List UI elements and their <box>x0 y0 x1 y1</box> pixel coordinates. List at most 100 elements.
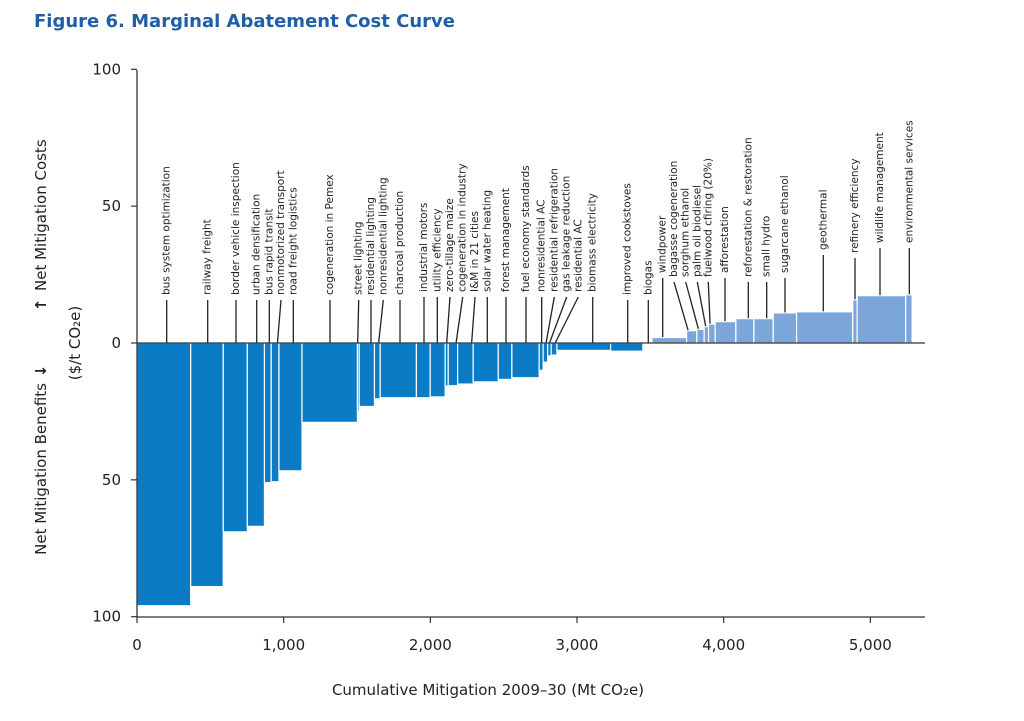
label-charcoal-production: charcoal production <box>394 191 406 295</box>
label-small-hydro: small hydro <box>761 216 773 277</box>
bar-palm-oil-biodiesel <box>703 325 710 344</box>
bar-sugarcane-ethanol <box>772 312 798 344</box>
bar-sorghum-ethanol <box>696 328 705 344</box>
bar-afforestation <box>714 321 737 344</box>
label-industrial-motors: industrial motors <box>418 203 430 292</box>
label-forest-management: forest management <box>500 188 512 292</box>
label-border-vehicle-inspection: border vehicle inspection <box>230 162 242 295</box>
leader-line-fuelwood-cfiring-20 <box>707 281 711 324</box>
bar-solar-water-heating <box>472 342 499 383</box>
bar-bus-rapid-transit <box>263 342 272 484</box>
y-axis-title-negative: Net Mitigation Benefits <box>32 383 50 555</box>
bar-wildlife-management <box>856 295 907 344</box>
bar-nonresidential-lighting <box>373 342 381 400</box>
label-sorghum-ethanol: sorghum ethanol <box>680 188 692 277</box>
leader-line-bagasse-cogeneration <box>673 281 689 331</box>
leader-line-nonresidential-lighting <box>378 299 384 343</box>
leader-line-sorghum-ethanol <box>685 281 699 329</box>
bar-fuel-economy-standards <box>511 342 540 379</box>
y-ticks-group: 100 50 0 50 100 <box>92 60 137 626</box>
label-urban-densification: urban densification <box>251 194 263 295</box>
arrow-up-icon: ↑ <box>32 299 50 312</box>
bar-fuelwood-cfiring-20 <box>707 323 716 344</box>
label-wildlife-management: wildlife management <box>874 132 886 243</box>
label-residential-ac: residential AC <box>572 219 584 292</box>
label-residential-refrigeration: residential refrigeration <box>548 168 560 292</box>
arrow-down-icon: ↓ <box>32 365 50 378</box>
bar-i-m-in-21-cities <box>457 342 474 385</box>
label-bus-rapid-transit: bus rapid transit <box>263 209 275 296</box>
bar-cogeneration-in-pemex <box>301 342 359 423</box>
y-tick-label: 50 <box>102 471 121 489</box>
label-cogeneration-in-industry: cogeneration in industry <box>457 163 469 292</box>
x-tick-label: 2,000 <box>409 636 452 654</box>
label-reforestation-restoration: reforestation & restoration <box>742 137 754 277</box>
bar-residential-refrigeration <box>542 342 549 363</box>
label-nonmotorized-transport: nonmotorized transport <box>275 170 287 295</box>
leader-line-nonmotorized-transport <box>276 299 282 343</box>
x-axis-title: Cumulative Mitigation 2009–30 (Mt CO₂e) <box>332 681 644 699</box>
label-cogeneration-in-pemex: cogeneration in Pemex <box>324 174 336 295</box>
y-axis-title-positive: Net Mitigation Costs <box>32 139 50 291</box>
leader-line-cogeneration-in-industry <box>455 296 464 343</box>
bar-utility-efficiency <box>429 342 446 398</box>
label-solar-water-heating: solar water heating <box>481 190 493 292</box>
bar-residential-ac <box>550 342 558 356</box>
bar-nonmotorized-transport <box>270 342 280 483</box>
bar-charcoal-production <box>379 342 418 399</box>
leader-line-street-lighting <box>357 299 360 343</box>
bar-road-freight-logistics <box>278 342 303 472</box>
label-fuel-economy-standards: fuel economy standards <box>520 165 532 292</box>
bar-bus-system-optimization <box>136 342 192 607</box>
bar-cogeneration-in-industry <box>447 342 459 387</box>
label-railway-freight: railway freight <box>202 219 214 295</box>
bar-reforestation-restoration <box>735 318 755 344</box>
leader-line-zero-tillage-maize <box>446 296 451 343</box>
leader-line-gas-leakage-reduction <box>549 296 568 343</box>
bar-environmental-services <box>905 294 913 344</box>
bar-urban-densification <box>246 342 266 527</box>
label-palm-oil-biodiesel: palm oil biodiesel <box>691 185 703 277</box>
bar-geothermal <box>795 311 854 344</box>
measure-labels-group: bus system optimization railway freight bo… <box>161 120 916 295</box>
leader-line-palm-oil-biodiesel <box>696 281 707 327</box>
label-road-freight-logistics: road freight logistics <box>287 187 299 295</box>
x-tick-label: 3,000 <box>556 636 599 654</box>
label-improved-cookstoves: improved cookstoves <box>622 183 634 295</box>
y-tick-label: 100 <box>92 60 121 78</box>
bar-bagasse-cogeneration <box>685 330 698 344</box>
label-bagasse-cogeneration: bagasse cogeneration <box>668 161 680 277</box>
x-tick-label: 4,000 <box>702 636 745 654</box>
label-nonresidential-ac: nonresidential AC <box>536 199 548 292</box>
label-bus-system-optimization: bus system optimization <box>161 166 173 295</box>
bar-railway-freight <box>190 342 224 588</box>
label-gas-leakage-reduction: gas leakage reduction <box>561 176 573 292</box>
label-sugarcane-ethanol: sugarcane ethanol <box>779 175 791 273</box>
label-zero-tillage-maize: zero-tillage maize <box>444 198 456 292</box>
chart-title: Figure 6. Marginal Abatement Cost Curve <box>34 11 455 32</box>
label-afforestation: afforestation <box>719 206 731 273</box>
x-tick-label: 5,000 <box>849 636 892 654</box>
x-ticks-group: 0 1,000 2,000 3,000 4,000 5,000 <box>132 617 892 654</box>
label-biogas: biogas <box>642 260 654 295</box>
bar-refinery-efficiency <box>852 299 858 344</box>
y-tick-label: 100 <box>92 608 121 626</box>
label-fuelwood-cfiring-20: fuelwood cfiring (20%) <box>702 158 714 277</box>
label-environmental-services: environmental services <box>903 120 915 243</box>
y-tick-label: 50 <box>102 197 121 215</box>
bar-residential-lighting <box>358 342 376 408</box>
bar-improved-cookstoves <box>609 342 644 352</box>
y-axis-title: Net Mitigation Benefits ↓ ↑ Net Mitigati… <box>32 139 50 555</box>
leader-line-i-m-in-21-cities <box>471 296 476 343</box>
label-i-m-in-21-cities: I&M in 21 cities <box>469 211 481 292</box>
x-tick-label: 1,000 <box>262 636 305 654</box>
bar-windpower <box>651 336 688 344</box>
leader-line-residential-ac <box>554 296 579 343</box>
leader-lines-group <box>166 248 910 343</box>
bars-group <box>136 294 913 607</box>
y-axis-units: ($/t CO₂e) <box>66 306 84 380</box>
bar-small-hydro <box>753 318 774 344</box>
label-nonresidential-lighting: nonresidential lighting <box>377 177 389 295</box>
bar-forest-management <box>497 342 513 381</box>
